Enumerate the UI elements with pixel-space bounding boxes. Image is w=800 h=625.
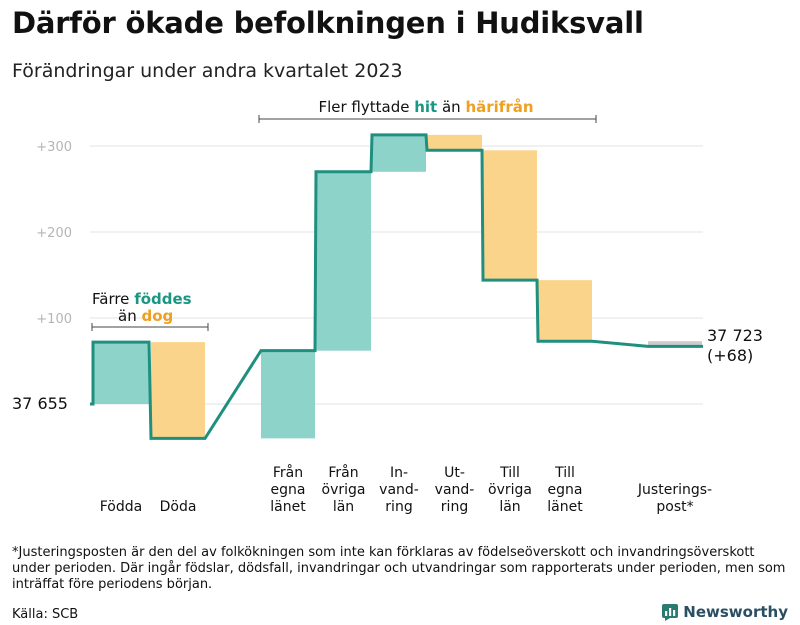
births-annotation-text: Färre (92, 290, 134, 308)
category-label-invandring-1: In- (390, 465, 408, 481)
end-label-change: (+68) (707, 346, 753, 365)
category-label-utvandring-3: ring (441, 499, 468, 515)
births-annotation-em: föddes (134, 290, 191, 308)
category-label-ovriga-in-3: län (333, 499, 354, 515)
births-annotation: Färre föddes än dog (91, 290, 209, 331)
category-label-egna-in-1: Från (273, 464, 303, 481)
cumulative-step-line (90, 133, 703, 440)
migration-annotation-harifran: härifrån (465, 98, 533, 116)
deaths-annotation-text: än (118, 307, 141, 325)
bar-egna-ut (538, 280, 592, 342)
svg-text:Färre föddes: Färre föddes (92, 290, 192, 308)
category-label-ovriga-ut-2: övriga (488, 482, 532, 498)
category-label-justering-2: post* (656, 499, 693, 515)
category-label-utvandring-1: Ut- (444, 465, 465, 481)
category-label-egna-in-3: länet (270, 499, 306, 515)
bar-egna-in (261, 350, 315, 439)
migration-annotation: Fler flyttade hit än härifrån (258, 98, 597, 123)
category-label-utvandring-2: vand- (435, 482, 475, 498)
bar-justering (648, 341, 702, 347)
y-tick-label-100: +100 (36, 312, 72, 327)
migration-annotation-hit: hit (414, 98, 437, 116)
chart-title: Därför ökade befolkningen i Hudiksvall (12, 6, 644, 40)
category-label-ovriga-ut-3: län (499, 499, 520, 515)
category-label-invandring-3: ring (385, 499, 412, 515)
category-label-invandring-2: vand- (379, 482, 419, 498)
svg-text:än dog: än dog (118, 307, 173, 325)
migration-annotation-text: Fler flyttade (318, 98, 414, 116)
migration-annotation-mid: än (437, 98, 465, 116)
bar-fodda (93, 342, 149, 404)
bars (93, 134, 702, 439)
category-label-doda: Döda (160, 499, 197, 515)
end-label-value: 37 723 (707, 326, 763, 345)
bar-ovriga-in (316, 171, 371, 351)
category-label-egna-ut-3: länet (547, 499, 583, 515)
footnote: *Justeringsposten är den del av folkökni… (12, 545, 786, 592)
start-label: 37 655 (12, 394, 68, 413)
category-label-egna-ut-1: Till (554, 465, 575, 481)
deaths-annotation-em: dog (141, 307, 173, 325)
newsworthy-logo-icon (662, 603, 679, 621)
category-label-justering-1: Justerings- (637, 482, 712, 498)
category-labels: Födda DödaFrånegnalänetFrånövrigalänIn-va… (100, 464, 712, 515)
category-label-ovriga-in-2: övriga (322, 482, 366, 498)
category-label-ovriga-ut-1: Till (499, 465, 520, 481)
source: Källa: SCB (12, 607, 79, 622)
bar-invandring (372, 134, 426, 172)
brand: Newsworthy (662, 603, 788, 621)
svg-text:Fler flyttade hit än härifrån: Fler flyttade hit än härifrån (318, 98, 533, 116)
category-label-fodda: Födda (100, 499, 142, 515)
bar-ovriga-ut (483, 150, 537, 281)
y-tick-label-300: +300 (36, 140, 72, 155)
category-label-egna-ut-2: egna (548, 482, 583, 498)
y-tick-label-200: +200 (36, 226, 72, 241)
category-label-ovriga-in-1: Från (328, 464, 358, 481)
category-label-egna-in-2: egna (271, 482, 306, 498)
bar-doda (151, 342, 205, 439)
chart-subtitle: Förändringar under andra kvartalet 2023 (12, 60, 403, 82)
y-axis-ticks: +100 +200 +300 (36, 140, 72, 327)
brand-name: Newsworthy (683, 603, 788, 621)
bar-utvandring (427, 134, 482, 151)
step-line (90, 133, 703, 440)
waterfall-chart: +100+200+300 Födda DödaFrånegnalänetFrånö… (12, 98, 763, 515)
